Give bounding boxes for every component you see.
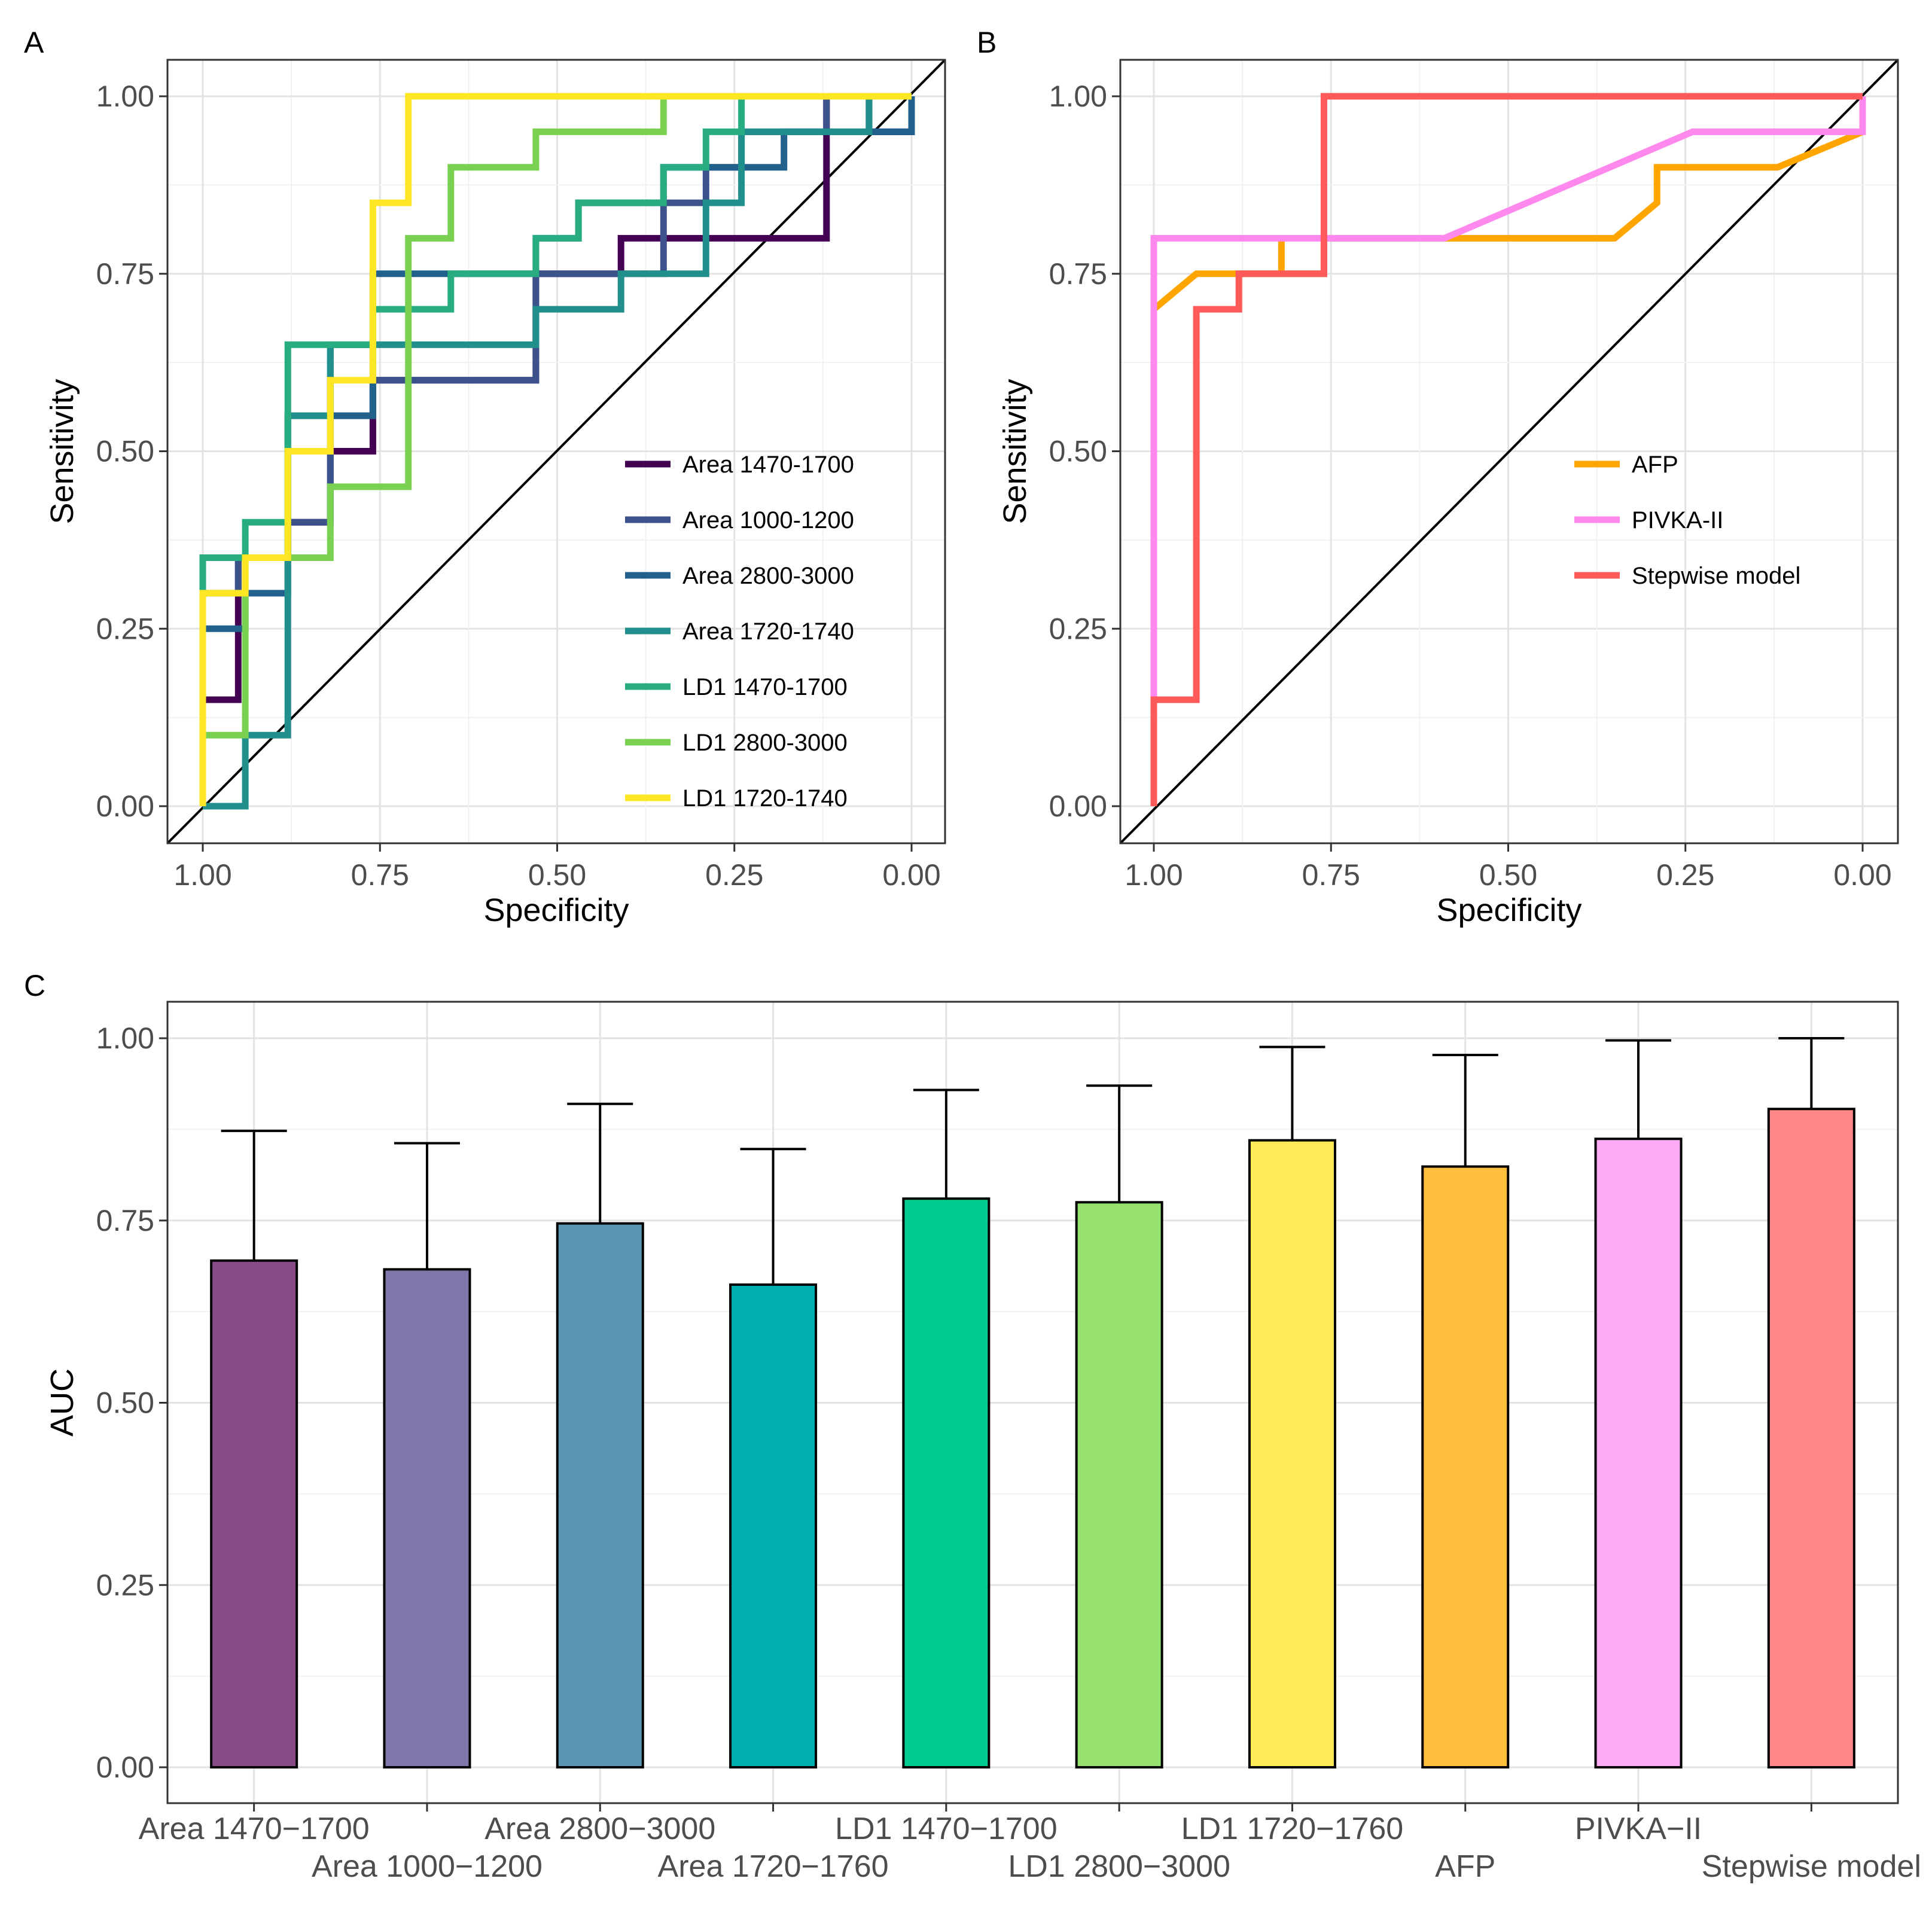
a-x-tick-label: 1.00 bbox=[173, 858, 231, 892]
a-legend-label-4: LD1 1470-1700 bbox=[682, 674, 848, 700]
b-y-tick-label: 0.75 bbox=[1049, 257, 1107, 291]
a-x-tick-label: 0.00 bbox=[882, 858, 940, 892]
c-x-tick-label-2: Area 2800−3000 bbox=[484, 1812, 715, 1846]
a-x-tick-label: 0.50 bbox=[528, 858, 586, 892]
a-y-tick-label: 0.50 bbox=[96, 435, 154, 468]
panel-b-series-lines bbox=[1150, 93, 1866, 806]
c-bar-8 bbox=[1594, 1138, 1683, 1768]
a-series-line-5 bbox=[199, 93, 912, 806]
c-y-tick-label: 0.75 bbox=[96, 1204, 154, 1237]
panel-a-x-axis-title: Specificity bbox=[483, 892, 629, 928]
panel-b-roc-chart: B 1.00 0.75 0.50 0.25 0.000.000.250.500.751.… bbox=[977, 26, 1899, 928]
c-y-tick-label: 0.00 bbox=[96, 1751, 154, 1784]
b-y-tick-label: 0.00 bbox=[1049, 789, 1107, 823]
a-legend-label-2: Area 2800-3000 bbox=[682, 563, 854, 589]
b-x-tick-label: 1.00 bbox=[1125, 858, 1183, 892]
c-x-tick-label-9: Stepwise model bbox=[1702, 1849, 1921, 1884]
a-x-tick-label: 0.75 bbox=[351, 858, 409, 892]
c-x-tick-label-8: PIVKA−II bbox=[1575, 1812, 1702, 1846]
c-x-tick-label-6: LD1 1720−1760 bbox=[1181, 1812, 1404, 1846]
panel-a-legend: Area 1470-1700 Area 1000-1200 Area 2800-30… bbox=[625, 452, 854, 812]
c-y-tick-label: 1.00 bbox=[96, 1021, 154, 1055]
c-x-tick-label-3: Area 1720−1760 bbox=[658, 1849, 889, 1884]
b-legend-label-1: PIVKA-II bbox=[1632, 507, 1723, 533]
a-x-tick-label: 0.25 bbox=[705, 858, 763, 892]
panel-b-axis-ticks: 1.00 0.75 0.50 0.25 0.00 0.00 0.25 0.50 0.75 1.00 bbox=[1049, 80, 1892, 892]
panel-a-axis-ticks: 1.00 0.75 0.50 0.25 0.00 0.00 0.25 0.50 0.75 1.00 bbox=[96, 80, 941, 892]
panel-a-reference-diagonal bbox=[166, 59, 946, 844]
c-x-tick-label-4: LD1 1470−1700 bbox=[835, 1812, 1058, 1846]
b-x-tick-label: 0.75 bbox=[1302, 858, 1360, 892]
a-y-tick-label: 0.75 bbox=[96, 257, 154, 291]
c-x-tick-label-5: LD1 2800−3000 bbox=[1008, 1849, 1230, 1884]
panel-b-x-axis-title: Specificity bbox=[1436, 892, 1581, 928]
b-y-tick-label: 0.25 bbox=[1049, 612, 1107, 645]
a-legend-label-0: Area 1470-1700 bbox=[682, 452, 854, 478]
c-bar-4 bbox=[902, 1197, 991, 1769]
b-series-line-1 bbox=[1150, 96, 1866, 806]
c-x-tick-label-0: Area 1470−1700 bbox=[139, 1812, 370, 1846]
panel-c-bars bbox=[210, 1037, 1855, 1769]
a-series-line-6 bbox=[199, 93, 912, 806]
a-series-line-4 bbox=[199, 93, 912, 806]
a-legend-label-6: LD1 1720-1740 bbox=[682, 785, 848, 812]
c-bar-7 bbox=[1421, 1165, 1510, 1768]
b-diagonal-line bbox=[1119, 59, 1899, 844]
b-x-tick-label: 0.25 bbox=[1656, 858, 1714, 892]
b-x-tick-label: 0.50 bbox=[1479, 858, 1537, 892]
a-diagonal-line bbox=[166, 59, 946, 844]
a-legend-label-3: Area 1720-1740 bbox=[682, 618, 854, 645]
b-y-tick-label: 1.00 bbox=[1049, 80, 1107, 113]
panel-a-y-axis-title: Sensitivity bbox=[44, 379, 80, 524]
b-y-tick-label: 0.50 bbox=[1049, 435, 1107, 468]
panel-a-roc-chart: A 1.00 0.75 0.50 0.25 0.000.000.250.500.751.… bbox=[24, 26, 946, 928]
c-bar-0 bbox=[210, 1259, 298, 1768]
c-x-tick-label-1: Area 1000−1200 bbox=[312, 1849, 543, 1884]
a-legend-label-1: Area 1000-1200 bbox=[682, 507, 854, 533]
panel-a-label: A bbox=[24, 26, 44, 59]
c-bar-1 bbox=[383, 1268, 471, 1769]
c-bar-6 bbox=[1248, 1139, 1336, 1768]
a-y-tick-label: 0.25 bbox=[96, 612, 154, 645]
panel-b-label: B bbox=[977, 26, 997, 59]
c-x-tick-label-7: AFP bbox=[1435, 1849, 1495, 1884]
c-bar-9 bbox=[1767, 1108, 1855, 1768]
panel-c-label: C bbox=[24, 969, 45, 1002]
c-y-tick-label: 0.50 bbox=[96, 1386, 154, 1420]
c-y-tick-label: 0.25 bbox=[96, 1568, 154, 1602]
b-series-line-2 bbox=[1150, 93, 1863, 806]
a-y-tick-label: 0.00 bbox=[96, 789, 154, 823]
a-legend-label-5: LD1 2800-3000 bbox=[682, 730, 848, 756]
panel-b-reference-diagonal bbox=[1119, 59, 1899, 844]
a-y-tick-label: 1.00 bbox=[96, 80, 154, 113]
b-legend-label-0: AFP bbox=[1632, 452, 1678, 478]
b-x-tick-label: 0.00 bbox=[1833, 858, 1891, 892]
c-bar-5 bbox=[1075, 1201, 1163, 1768]
c-bar-3 bbox=[729, 1283, 818, 1768]
panel-c-y-axis-title: AUC bbox=[44, 1368, 80, 1437]
a-series-line-3 bbox=[203, 93, 912, 810]
panel-b-legend: AFP PIVKA-II Stepwise model bbox=[1574, 452, 1800, 589]
panel-b-y-axis-title: Sensitivity bbox=[997, 379, 1033, 524]
panel-a-series-lines bbox=[199, 93, 915, 810]
b-legend-label-2: Stepwise model bbox=[1632, 563, 1800, 589]
c-bar-2 bbox=[556, 1222, 644, 1768]
